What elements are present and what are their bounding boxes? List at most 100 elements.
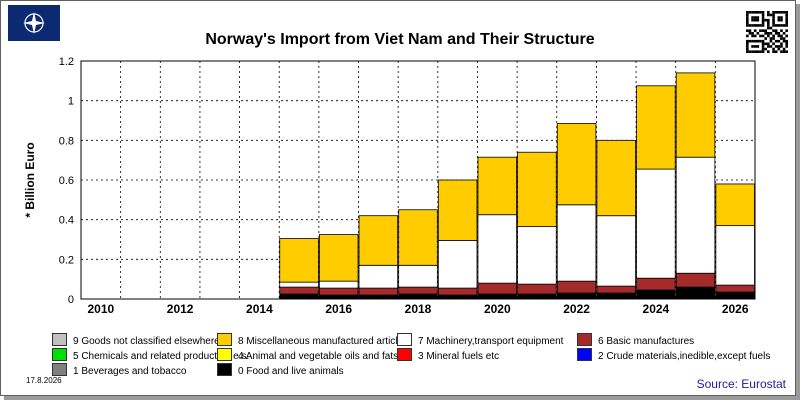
bar-segment: [358, 287, 399, 296]
bar-segment: [675, 156, 716, 274]
legend-label: 7 Machinery,transport equipment: [418, 336, 564, 347]
bar-segment: [279, 286, 319, 295]
compass-star-icon: [23, 12, 45, 34]
y-tick-label: 0.4: [59, 215, 74, 227]
date-stamp: 17.8.2026: [26, 376, 62, 385]
x-tick-label: 2010: [87, 302, 114, 316]
bar-segment: [715, 284, 755, 293]
bar-segment: [596, 139, 636, 217]
legend-label: 9 Goods not classified elsewhere: [73, 336, 220, 347]
bar-segment: [517, 283, 557, 295]
bar-segment: [675, 272, 716, 288]
bar-segment: [358, 294, 399, 300]
x-tick-label: 2024: [643, 302, 670, 316]
bar-segment: [437, 240, 478, 289]
bar-segment: [556, 123, 597, 206]
bar-segment: [318, 234, 359, 282]
legend-item: 6 Basic manufactures: [577, 333, 694, 347]
source-link[interactable]: Source: Eurostat: [696, 377, 786, 391]
bar-segment: [636, 277, 676, 291]
legend-label: 8 Miscellaneous manufactured articles: [238, 336, 409, 347]
y-tick-label: 1.2: [59, 56, 74, 68]
bar-segment: [675, 286, 716, 300]
x-tick-labels: 2010 2012 2014 2016 2018 2020 2022 2024 2026: [87, 302, 748, 316]
bar-segment: [437, 179, 478, 241]
bar-segment: [398, 209, 438, 266]
y-tick-label: 0.2: [59, 254, 74, 266]
bar-segment: [715, 225, 755, 286]
legend-item: 9 Goods not classified elsewhere: [52, 333, 220, 347]
legend-label: 6 Basic manufactures: [598, 336, 695, 347]
legend-swatch: [217, 363, 232, 376]
y-tick-label: 0: [68, 294, 74, 306]
qr-code-icon: [746, 11, 788, 53]
legend-swatch: [217, 348, 232, 361]
bar-segment: [596, 215, 636, 287]
legend-item: 0 Food and live animals: [217, 363, 344, 377]
bar-segment: [636, 85, 676, 170]
bar-segment: [715, 291, 755, 300]
legend-swatch: [397, 333, 412, 346]
legend-swatch: [577, 348, 592, 361]
legend-swatch: [52, 348, 67, 361]
x-tick-label: 2016: [325, 302, 352, 316]
legend-swatch: [217, 333, 232, 346]
bar-segment: [358, 264, 399, 289]
bar-segment: [556, 204, 597, 282]
legend-label: 3 Mineral fuels etc: [418, 351, 500, 362]
bar-segment: [358, 215, 399, 266]
y-tick-label: 0.6: [59, 175, 74, 187]
legend-item: 4 Animal and vegetable oils and fats: [217, 348, 398, 362]
bars: [279, 72, 755, 300]
legend-swatch: [52, 333, 67, 346]
legend-label: 0 Food and live animals: [238, 366, 344, 377]
x-tick-label: 2014: [246, 302, 273, 316]
x-tick-label: 2012: [167, 302, 194, 316]
legend-item: 7 Machinery,transport equipment: [397, 333, 563, 347]
bar-segment: [596, 285, 636, 294]
x-tick-label: 2020: [484, 302, 511, 316]
bar-segment: [477, 156, 518, 216]
bar-segment: [556, 292, 597, 300]
bar-segment: [477, 293, 518, 300]
bar-segment: [318, 280, 359, 289]
bar-segment: [437, 294, 478, 300]
bar-segment: [715, 183, 755, 227]
bar-segment: [517, 293, 557, 300]
bar-segment: [398, 286, 438, 295]
legend-label: 4 Animal and vegetable oils and fats: [238, 351, 399, 362]
bar-segment: [398, 293, 438, 300]
bar-segment: [675, 72, 716, 158]
x-tick-label: 2026: [722, 302, 749, 316]
eurostat-logo: [8, 5, 60, 41]
bar-segment: [437, 287, 478, 296]
bar-segment: [636, 168, 676, 279]
chart-title: Norway's Import from Viet Nam and Their …: [205, 31, 595, 48]
legend-item: 3 Mineral fuels etc: [397, 348, 499, 362]
bar-segment: [279, 281, 319, 288]
x-tick-label: 2022: [563, 302, 590, 316]
legend-label: 2 Crude materials,inedible,except fuels: [598, 351, 771, 362]
legend-swatch: [577, 333, 592, 346]
bar-segment: [318, 294, 359, 300]
legend-label: 1 Beverages and tobacco: [73, 366, 187, 377]
bar-segment: [517, 226, 557, 285]
legend-label: 5 Chemicals and related products,n.e.s.: [73, 351, 250, 362]
bar-segment: [596, 292, 636, 300]
bar-segment: [279, 293, 319, 300]
bar-segment: [279, 238, 319, 283]
bar-segment: [398, 264, 438, 288]
legend-item: 5 Chemicals and related products,n.e.s.: [52, 348, 249, 362]
bar-segment: [477, 282, 518, 295]
y-tick-label: 0.8: [59, 135, 74, 147]
y-axis-label: * Billion Euro: [23, 142, 37, 217]
bar-segment: [318, 287, 359, 296]
y-tick-labels: 0 0.2 0.4 0.6 0.8 1 1.2: [59, 56, 74, 306]
x-tick-label: 2018: [405, 302, 432, 316]
bar-segment: [636, 289, 676, 300]
bar-segment: [477, 214, 518, 284]
legend-item: 1 Beverages and tobacco: [52, 363, 186, 377]
legend-item: 8 Miscellaneous manufactured articles: [217, 333, 408, 347]
legend-swatch: [52, 363, 67, 376]
